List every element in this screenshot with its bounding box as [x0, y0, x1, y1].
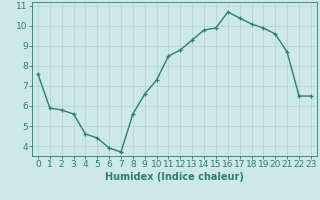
- X-axis label: Humidex (Indice chaleur): Humidex (Indice chaleur): [105, 172, 244, 182]
